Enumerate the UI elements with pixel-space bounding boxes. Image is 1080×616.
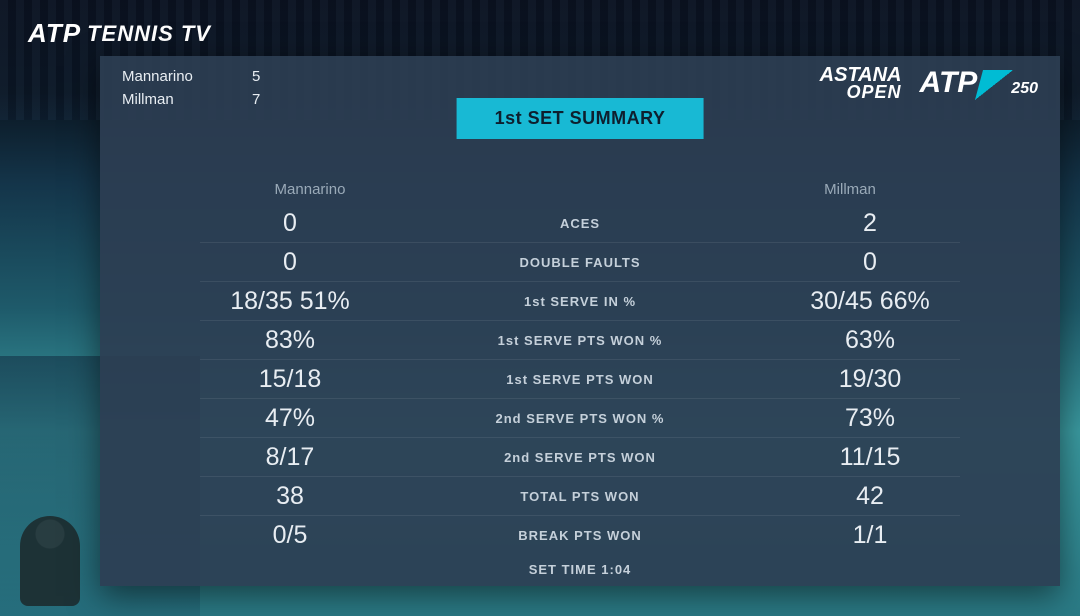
stat-value-right: 19/30 xyxy=(720,360,1020,398)
score-line-player-a: Mannarino 5 xyxy=(122,66,260,89)
player-b-games: 7 xyxy=(252,89,260,112)
astana-open-logo: ASTANA OPEN xyxy=(820,66,902,100)
stat-value-left: 18/35 51% xyxy=(140,282,440,320)
atp-series-number: 250 xyxy=(1011,80,1038,98)
stat-row: 0DOUBLE FAULTS0 xyxy=(140,243,1020,281)
stat-value-left: 15/18 xyxy=(140,360,440,398)
stat-label: BREAK PTS WON xyxy=(440,528,720,543)
stat-label: ACES xyxy=(440,216,720,231)
stat-label: 2nd SERVE PTS WON xyxy=(440,450,720,465)
stat-value-right: 11/15 xyxy=(720,438,1020,476)
stat-row: 0ACES2 xyxy=(140,204,1020,242)
stat-row: 38TOTAL PTS WON42 xyxy=(140,477,1020,515)
stat-label: 1st SERVE PTS WON xyxy=(440,372,720,387)
stat-label: 2nd SERVE PTS WON % xyxy=(440,411,720,426)
stats-panel: Mannarino 5 Millman 7 ASTANA OPEN ATP 25… xyxy=(100,56,1060,586)
stat-row: 83%1st SERVE PTS WON %63% xyxy=(140,321,1020,359)
stats-table: 0ACES20DOUBLE FAULTS018/35 51%1st SERVE … xyxy=(100,204,1060,554)
player-b-name: Millman xyxy=(122,89,222,112)
stat-value-right: 30/45 66% xyxy=(720,282,1020,320)
stat-value-left: 0/5 xyxy=(140,516,440,554)
atp-250-logo: ATP 250 xyxy=(920,66,1038,100)
broadcast-logo: ATP TENNIS TV xyxy=(28,18,211,49)
stat-label: DOUBLE FAULTS xyxy=(440,255,720,270)
stat-value-left: 83% xyxy=(140,321,440,359)
set-time: SET TIME 1:04 xyxy=(100,554,1060,577)
summary-title: 1st SET SUMMARY xyxy=(457,98,704,139)
col-header-right: Millman xyxy=(720,181,980,198)
stat-value-right: 0 xyxy=(720,243,1020,281)
stat-value-right: 2 xyxy=(720,204,1020,242)
stat-row: 8/172nd SERVE PTS WON11/15 xyxy=(140,438,1020,476)
stat-value-left: 8/17 xyxy=(140,438,440,476)
stat-row: 0/5BREAK PTS WON1/1 xyxy=(140,516,1020,554)
event-logos: ASTANA OPEN ATP 250 xyxy=(820,66,1038,100)
stat-label: 1st SERVE PTS WON % xyxy=(440,333,720,348)
stat-label: 1st SERVE IN % xyxy=(440,294,720,309)
open-text: OPEN xyxy=(820,84,902,100)
player-a-name: Mannarino xyxy=(122,66,222,89)
panel-header-row: Mannarino 5 Millman 7 ASTANA OPEN ATP 25… xyxy=(100,56,1060,111)
stat-row: 18/35 51%1st SERVE IN %30/45 66% xyxy=(140,282,1020,320)
match-score: Mannarino 5 Millman 7 xyxy=(122,66,260,111)
stat-label: TOTAL PTS WON xyxy=(440,489,720,504)
spectator-silhouette xyxy=(20,516,80,606)
stat-value-left: 0 xyxy=(140,243,440,281)
col-header-left: Mannarino xyxy=(180,181,440,198)
stat-value-right: 42 xyxy=(720,477,1020,515)
stat-value-left: 47% xyxy=(140,399,440,437)
stat-value-right: 73% xyxy=(720,399,1020,437)
tennis-tv-text: TENNIS TV xyxy=(87,21,211,47)
score-line-player-b: Millman 7 xyxy=(122,89,260,112)
stat-value-right: 1/1 xyxy=(720,516,1020,554)
stat-row: 47%2nd SERVE PTS WON %73% xyxy=(140,399,1020,437)
stat-row: 15/181st SERVE PTS WON19/30 xyxy=(140,360,1020,398)
atp-logo-text: ATP xyxy=(28,18,81,49)
player-a-games: 5 xyxy=(252,66,260,89)
stat-value-left: 0 xyxy=(140,204,440,242)
atp-text: ATP xyxy=(920,66,978,100)
stat-value-right: 63% xyxy=(720,321,1020,359)
atp-slash-icon xyxy=(975,70,1013,100)
stat-value-left: 38 xyxy=(140,477,440,515)
